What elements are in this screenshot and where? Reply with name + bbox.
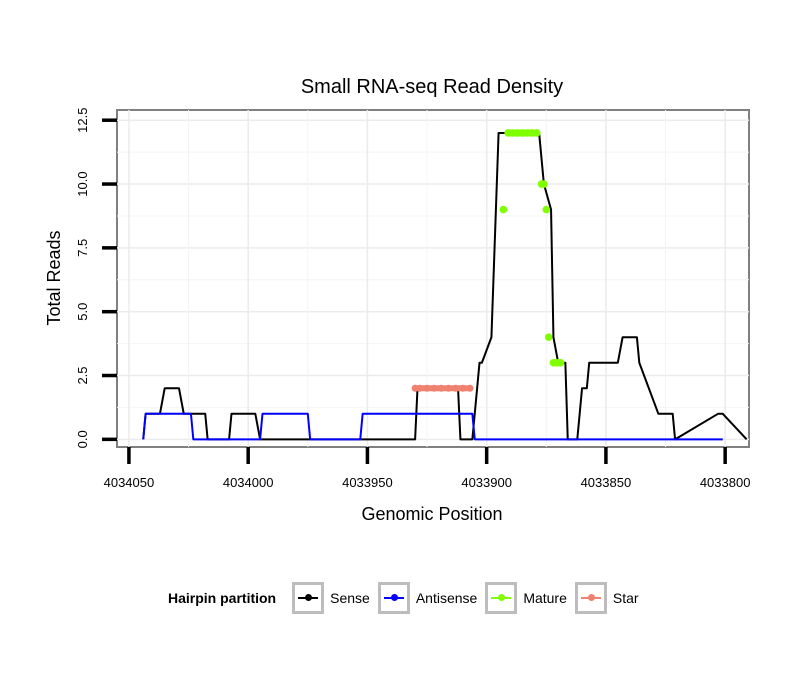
legend-label-sense: Sense bbox=[330, 590, 370, 606]
dot-icon bbox=[305, 594, 313, 601]
x-tick-label: 4034050 bbox=[104, 475, 155, 490]
legend-title: Hairpin partition bbox=[168, 590, 277, 606]
y-tick-label: 5.0 bbox=[75, 303, 90, 321]
dot-icon bbox=[390, 594, 398, 601]
x-tick-label: 4033800 bbox=[700, 475, 751, 490]
data-point-star bbox=[459, 384, 467, 392]
data-point-mature bbox=[499, 205, 508, 214]
legend-item-mature: Mature bbox=[485, 582, 567, 614]
series-line-antisense bbox=[142, 412, 723, 441]
data-point-mature bbox=[540, 180, 548, 188]
legend-item-antisense: Antisense bbox=[377, 582, 478, 614]
data-point-star bbox=[445, 384, 453, 392]
data-point-star bbox=[423, 384, 431, 392]
data-point-mature bbox=[544, 333, 553, 342]
y-tick-label: 2.5 bbox=[75, 366, 90, 384]
data-point-mature bbox=[542, 205, 551, 214]
legend-item-star: Star bbox=[574, 582, 639, 614]
y-tick-label: 0.0 bbox=[75, 430, 90, 448]
legend-key-sense bbox=[292, 582, 325, 614]
dot-icon bbox=[587, 594, 595, 601]
y-axis-label: Total Reads bbox=[44, 230, 64, 325]
legend-key-antisense bbox=[377, 582, 410, 614]
y-tick-label: 7.5 bbox=[75, 239, 90, 257]
data-point-mature bbox=[556, 358, 565, 367]
legend-label-antisense: Antisense bbox=[415, 590, 478, 606]
x-axis-label: Genomic Position bbox=[361, 504, 502, 524]
x-tick-label: 4033950 bbox=[342, 475, 393, 490]
plot-panel bbox=[116, 109, 750, 448]
chart-title: Small RNA-seq Read Density bbox=[301, 76, 563, 98]
data-point-star bbox=[452, 384, 460, 392]
legend-label-star: Star bbox=[612, 590, 639, 606]
data-point-star bbox=[430, 384, 438, 392]
dot-icon bbox=[498, 594, 506, 601]
x-tick-label: 4034000 bbox=[223, 475, 274, 490]
legend-item-sense: Sense bbox=[292, 582, 370, 614]
x-tick-label: 4033900 bbox=[461, 475, 512, 490]
y-tick-label: 10.0 bbox=[75, 171, 90, 196]
legend-label-mature: Mature bbox=[523, 590, 567, 606]
legend-key-mature bbox=[485, 582, 518, 614]
data-point-star bbox=[466, 384, 474, 392]
data-point-star bbox=[416, 384, 424, 392]
legend-key-star bbox=[574, 582, 607, 614]
legend: Hairpin partition Sense Antisense Mature… bbox=[168, 580, 647, 616]
data-point-star bbox=[437, 384, 445, 392]
x-tick-label: 4033850 bbox=[581, 475, 632, 490]
y-tick-label: 12.5 bbox=[75, 108, 90, 133]
